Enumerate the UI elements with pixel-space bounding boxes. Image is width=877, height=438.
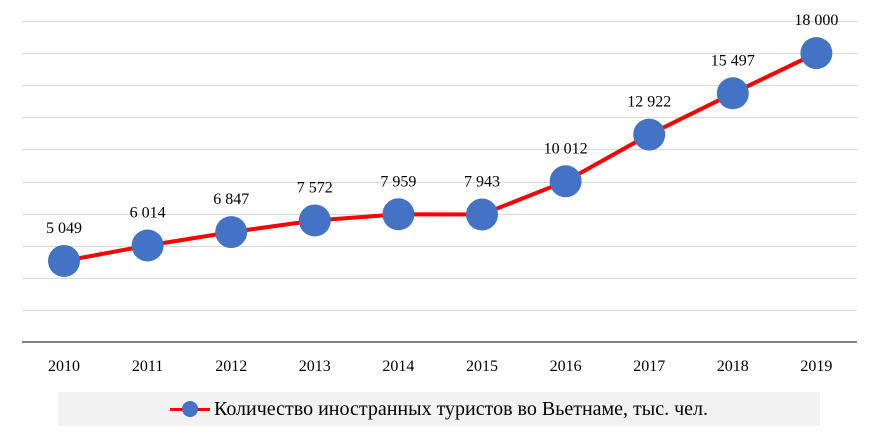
x-tick-label: 2019: [800, 358, 832, 375]
x-tick-label: 2016: [550, 358, 582, 375]
data-point-marker: [549, 165, 582, 198]
data-point-marker: [633, 118, 666, 151]
data-label: 6 014: [130, 204, 166, 221]
series-line: [62, 51, 819, 263]
x-tick-label: 2015: [466, 358, 498, 375]
data-point-marker: [215, 216, 248, 249]
data-point-marker: [800, 37, 833, 70]
data-point-marker: [48, 244, 80, 277]
legend-marker-swatch: [181, 401, 198, 417]
data-point-marker: [466, 198, 498, 231]
legend-series-label: Количество иностранных туристов во Вьетн…: [213, 397, 709, 420]
x-tick-label: 2018: [717, 358, 749, 375]
data-label: 18 000: [794, 12, 838, 29]
data-point-marker: [716, 77, 749, 110]
legend: Количество иностранных туристов во Вьетн…: [58, 392, 820, 426]
x-tick-label: 2010: [48, 358, 80, 375]
data-label: 12 922: [627, 94, 671, 111]
data-point-marker: [298, 204, 331, 237]
data-label: 5 049: [46, 220, 82, 237]
x-tick-label: 2012: [215, 358, 247, 375]
data-point-marker: [382, 198, 415, 231]
data-label: 6 847: [213, 191, 249, 208]
data-label: 10 012: [544, 140, 588, 157]
data-label: 7 943: [464, 174, 500, 191]
x-tick-label: 2011: [132, 358, 163, 375]
series-markers: [48, 37, 833, 277]
data-label: 7 572: [297, 179, 333, 196]
data-point-marker: [131, 229, 164, 262]
data-labels: 5 049 6 014 6 847 7 572 7 959 7 943 10 012 12 9…: [46, 12, 838, 237]
x-tick-label: 2017: [633, 358, 665, 375]
data-label: 15 497: [711, 52, 755, 69]
x-tick-label: 2014: [382, 358, 414, 375]
x-tick-label: 2013: [299, 358, 331, 375]
x-tick-labels: 2010 2011 2012 2013 2014 2015 2016 2017 2018 2019: [48, 358, 832, 375]
data-label: 7 959: [380, 173, 416, 190]
legend-series-key: [169, 399, 210, 419]
